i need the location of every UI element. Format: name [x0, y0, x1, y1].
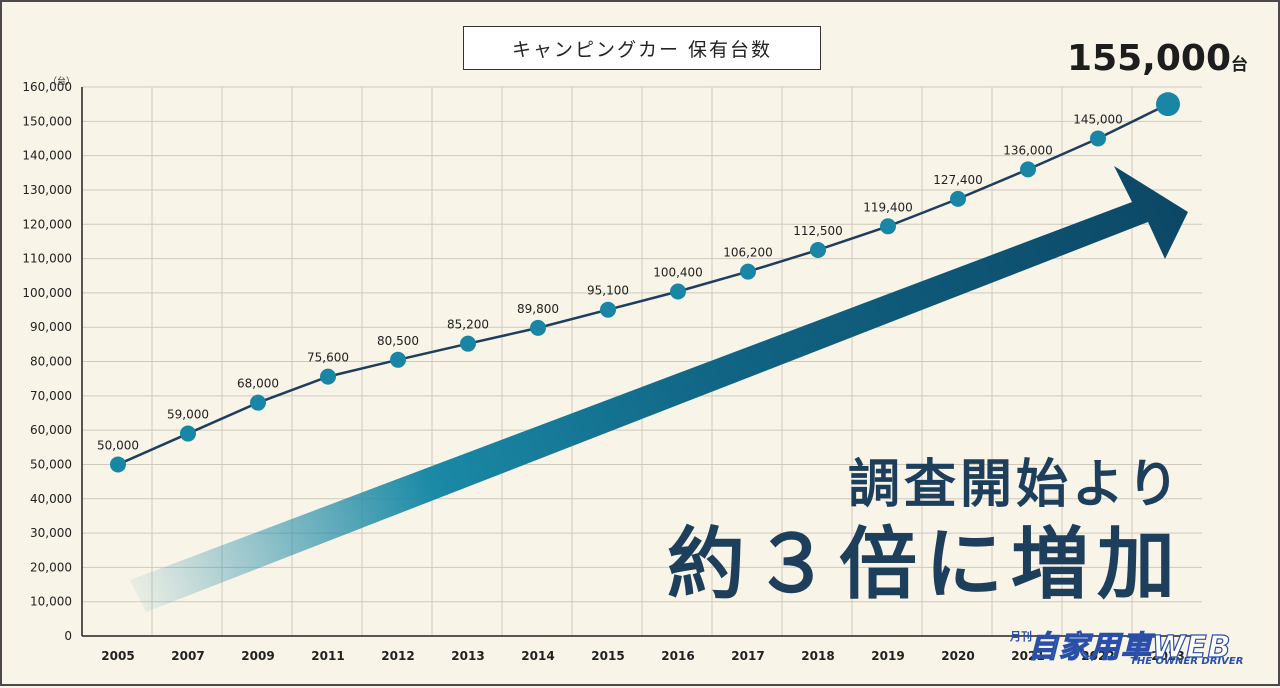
final-value-unit: 台 [1231, 55, 1248, 75]
data-label: 145,000 [1073, 112, 1123, 126]
final-value-number: 155,000 [1067, 38, 1231, 79]
y-tick-label: 120,000 [22, 217, 72, 231]
data-label: 89,800 [517, 302, 559, 316]
x-tick-label: 2017 [731, 649, 764, 663]
data-point [530, 319, 546, 336]
data-point [180, 425, 196, 442]
data-point [390, 351, 406, 368]
data-label: 127,400 [933, 173, 983, 187]
data-label: 50,000 [97, 438, 139, 452]
data-label: 136,000 [1003, 143, 1053, 157]
x-tick-label: 2011 [311, 649, 344, 663]
data-point [1020, 161, 1036, 178]
data-point [600, 301, 616, 318]
x-tick-label: 2012 [381, 649, 414, 663]
data-label: 100,400 [653, 266, 703, 280]
x-tick-label: 2015 [591, 649, 624, 663]
data-label: 80,500 [377, 334, 419, 348]
data-point [320, 368, 336, 385]
x-tick-label: 2007 [171, 649, 204, 663]
y-tick-label: 50,000 [30, 457, 72, 471]
y-tick-label: 90,000 [30, 320, 72, 334]
y-tick-label: 140,000 [22, 149, 72, 163]
data-label: 106,200 [723, 246, 773, 260]
y-tick-label: 0 [64, 629, 72, 643]
data-label: 119,400 [863, 200, 913, 214]
data-label: 95,100 [587, 284, 629, 298]
x-tick-label: 2022 [1081, 649, 1114, 663]
data-point [110, 456, 126, 473]
chart-title: キャンピングカー 保有台数 [463, 26, 821, 70]
y-tick-label: 110,000 [22, 252, 72, 266]
x-tick-label: 2009 [241, 649, 274, 663]
y-tick-label: 60,000 [30, 423, 72, 437]
x-tick-label: 2019 [871, 649, 904, 663]
x-tick-label: 2016 [661, 649, 694, 663]
x-tick-label: 2018 [801, 649, 834, 663]
data-label: 112,500 [793, 224, 843, 238]
trend-arrow-shape [130, 166, 1188, 612]
logo-sub-text: THE OWNER DRIVER [1130, 656, 1244, 667]
data-point [250, 394, 266, 411]
y-tick-label: 70,000 [30, 389, 72, 403]
data-point [740, 263, 756, 280]
data-label: 75,600 [307, 351, 349, 365]
y-tick-label: 150,000 [22, 114, 72, 128]
x-tick-label: 2014 [521, 649, 554, 663]
x-tick-label: 2020 [941, 649, 974, 663]
y-tick-label: 10,000 [30, 595, 72, 609]
y-tick-label: 40,000 [30, 492, 72, 506]
trend-arrow [130, 166, 1188, 612]
data-point [880, 218, 896, 235]
data-point [670, 283, 686, 300]
x-tick-label: 2013 [451, 649, 484, 663]
data-point [460, 335, 476, 352]
y-tick-label: 30,000 [30, 526, 72, 540]
y-tick-label: 160,000 [22, 80, 72, 94]
logo-main-text: 自家用車WEB [1027, 629, 1232, 665]
y-tick-label: 20,000 [30, 560, 72, 574]
axes: 0 10,000 20,000 30,000 40,000 50,000 60,000 70,… [22, 80, 1202, 663]
x-tick-label: 2023 [1151, 649, 1184, 663]
y-tick-label: 100,000 [22, 286, 72, 300]
data-label: 68,000 [237, 377, 279, 391]
data-point [950, 190, 966, 207]
data-labels: 50,000 59,000 68,000 75,600 80,500 85,200 89,8… [97, 112, 1123, 452]
final-value-callout: 155,000台 [1067, 38, 1248, 79]
data-point [1090, 130, 1106, 147]
data-point [810, 241, 826, 258]
caption-line-1: 調査開始より [848, 455, 1183, 515]
series-polyline [117, 103, 1169, 466]
data-label: 85,200 [447, 318, 489, 332]
y-axis-unit: （台） [48, 77, 76, 87]
data-label: 59,000 [167, 408, 209, 422]
y-tick-label: 130,000 [22, 183, 72, 197]
publisher-logo: 月刊 自家用車WEB THE OWNER DRIVER [1010, 622, 1250, 672]
logo-small-text: 月刊 [1010, 630, 1032, 643]
series-line [110, 92, 1180, 473]
data-point-final [1156, 92, 1180, 117]
x-tick-label: 2021 [1011, 649, 1044, 663]
y-tick-label: 80,000 [30, 355, 72, 369]
x-tick-label: 2005 [101, 649, 134, 663]
caption-line-2: 約３倍に増加 [666, 520, 1183, 610]
